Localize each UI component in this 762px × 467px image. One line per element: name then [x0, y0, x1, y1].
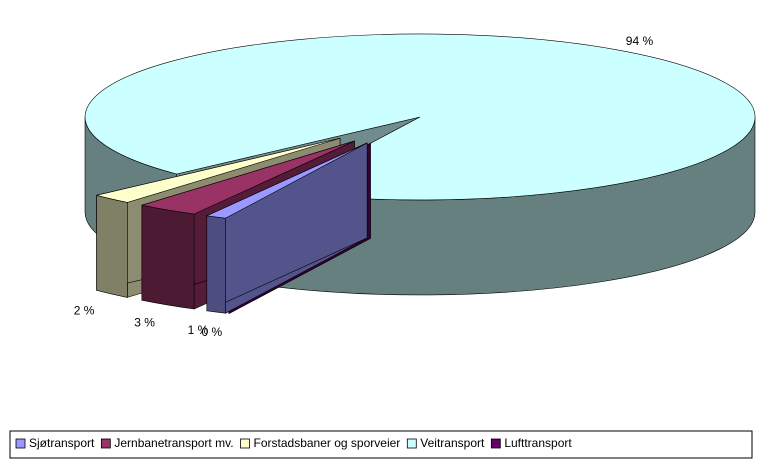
data-label: 1 %: [188, 323, 209, 337]
data-label: 2 %: [74, 303, 95, 317]
data-label: 0 %: [202, 325, 223, 339]
legend-swatch: [100, 438, 111, 449]
data-label: 3 %: [134, 315, 155, 329]
slice-wall: [206, 215, 226, 314]
legend-swatch: [490, 438, 501, 449]
slice: [84, 33, 756, 201]
legend-label: Lufttransport: [504, 436, 572, 450]
slice: [96, 137, 341, 203]
legend-label: Veitransport: [420, 436, 485, 450]
slice-wall: [141, 204, 195, 310]
legend-swatch: [240, 438, 250, 449]
legend-label: Forstadsbaner og sporveier: [254, 436, 401, 450]
legend-label: Sjøtransport: [29, 436, 95, 450]
slice: [141, 140, 355, 215]
legend-label: Jernbanetransport mv.: [114, 436, 233, 450]
data-label: 94 %: [626, 34, 654, 48]
slice-wall: [96, 194, 128, 298]
legend-swatch: [15, 438, 26, 449]
legend-box: [9, 430, 753, 459]
legend-swatch: [406, 438, 417, 449]
slice: [205, 142, 368, 219]
